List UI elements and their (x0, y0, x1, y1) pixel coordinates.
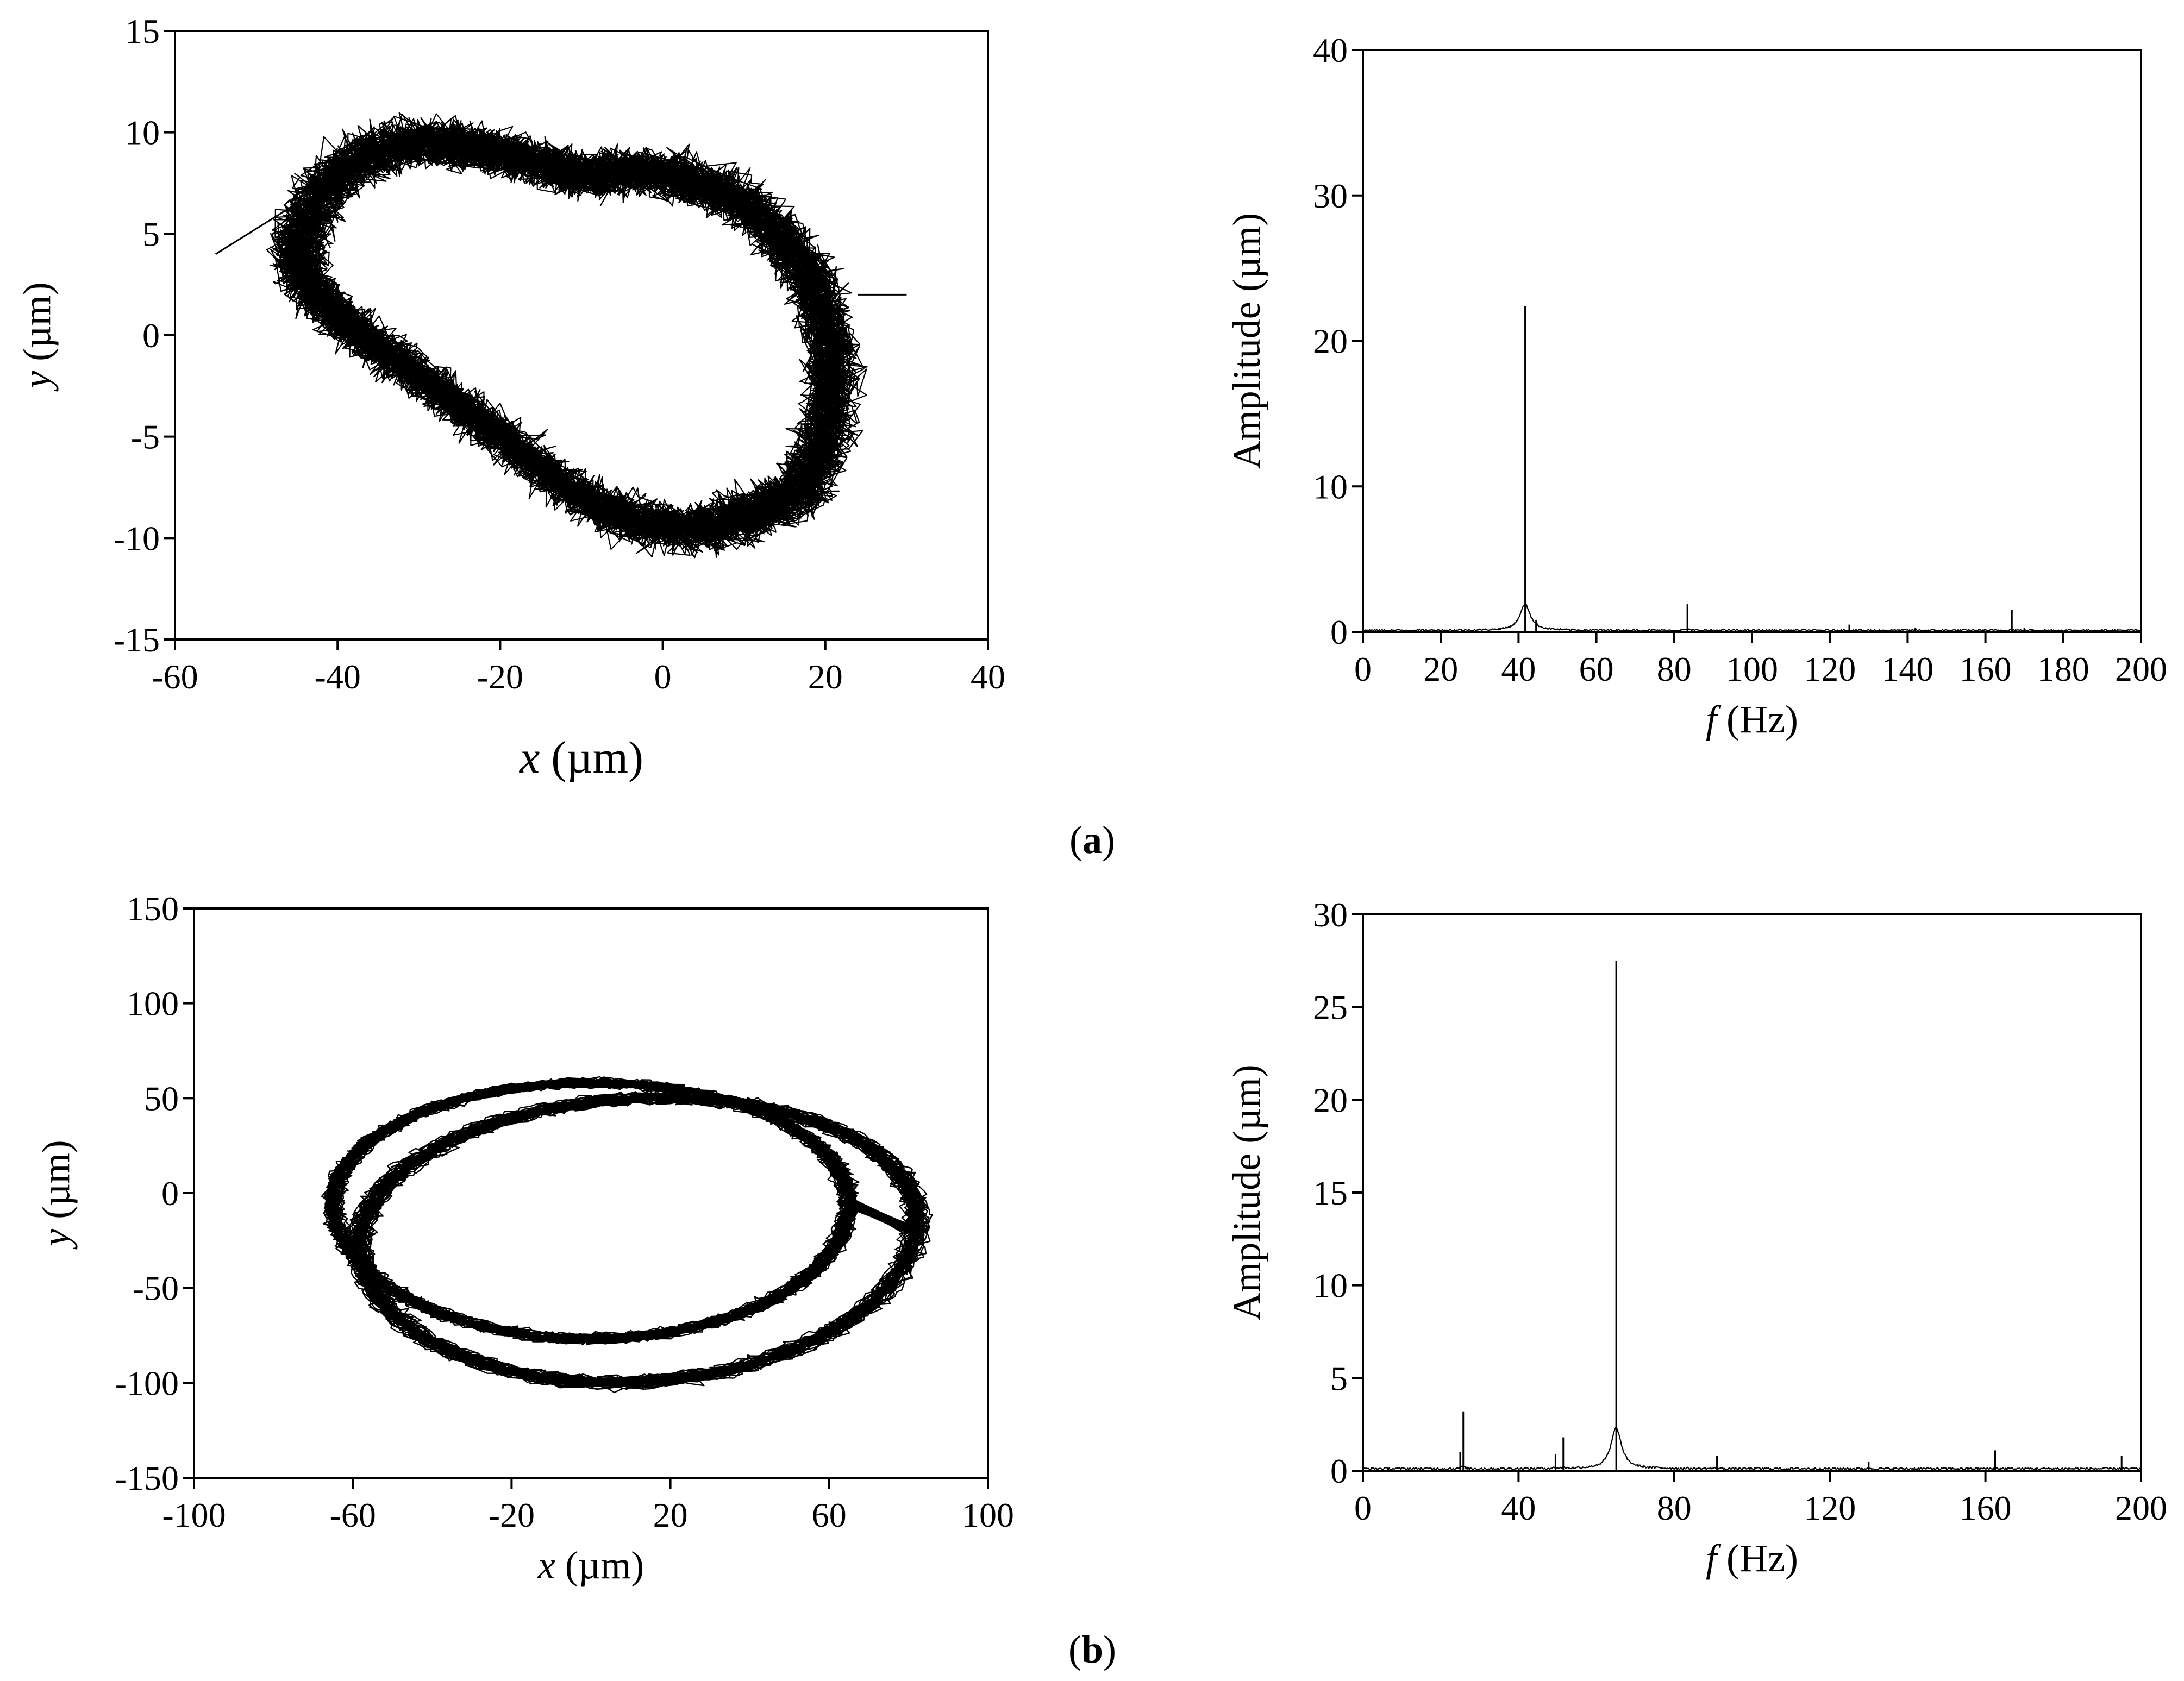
x-tick-label: 140 (1881, 650, 1933, 688)
orbit-outlier (215, 203, 907, 296)
x-tick-label: -100 (162, 1496, 226, 1534)
x-tick-label: -40 (315, 657, 361, 696)
y-tick-label: 0 (161, 1174, 179, 1213)
x-axis-label-unit: (µm) (540, 732, 643, 783)
x-axis-label-var: x (537, 1544, 555, 1587)
x-axis-label: f (Hz) (1706, 1536, 1798, 1580)
x-tick-label: 100 (1726, 650, 1778, 688)
y-tick-label: 150 (127, 889, 179, 928)
y-tick-label: -150 (115, 1459, 179, 1497)
chart-b-spectrum: 0 40 80 120 160 200 0 5 10 15 20 25 30 f (Hz) Amplitud… (1225, 895, 2167, 1580)
y-tick-label: 10 (125, 114, 160, 152)
x-axis-label: x (µm) (537, 1544, 644, 1587)
y-tick-label: 5 (142, 215, 160, 253)
y-tick-label: 20 (1313, 322, 1348, 361)
y-tick-label: 20 (1313, 1081, 1348, 1119)
y-tick-label: -100 (115, 1364, 179, 1402)
x-tick-label: 200 (2115, 1489, 2167, 1527)
x-axis-label: f (Hz) (1706, 698, 1798, 741)
y-tick-label: 10 (1313, 1266, 1348, 1305)
x-tick-label: 160 (1960, 1489, 2012, 1527)
y-axis-label: y (µm) (34, 1140, 78, 1250)
y-axis-label: Amplitude (µm) (1225, 213, 1268, 469)
x-tick-label: 40 (1501, 1489, 1536, 1527)
y-tick-label: 40 (1313, 31, 1348, 70)
panel-letter-a: a (1082, 818, 1102, 862)
x-tick-label: -60 (152, 657, 198, 696)
panel-label-a: (a) (1069, 818, 1115, 862)
x-tick-label: 120 (1804, 1489, 1856, 1527)
panel-letter-b: b (1081, 1628, 1103, 1671)
y-axis-label: Amplitude (µm) (1225, 1064, 1268, 1320)
x-tick-label: 40 (1501, 650, 1536, 688)
x-tick-label: 20 (653, 1496, 688, 1534)
x-tick-label: 60 (1579, 650, 1614, 688)
y-tick-label: 15 (125, 12, 160, 51)
y-tick-label: -10 (114, 519, 160, 557)
x-tick-label: 80 (1657, 1489, 1692, 1527)
x-tick-label: 120 (1804, 650, 1856, 688)
x-axis-label-var: x (518, 732, 540, 783)
x-tick-label: 60 (812, 1496, 847, 1534)
x-tick-label: -20 (477, 657, 523, 696)
x-tick-label: 0 (1354, 650, 1372, 688)
x-tick-label: 100 (962, 1496, 1014, 1534)
x-tick-label: -60 (330, 1496, 376, 1534)
y-tick-label: 15 (1313, 1174, 1348, 1212)
x-tick-label: 20 (808, 657, 843, 696)
y-tick-label: -50 (133, 1269, 179, 1308)
y-axis-label: y (µm) (15, 282, 59, 392)
chart-a-orbit: -60 -40 -20 0 20 40 -15 -10 -5 0 5 10 15 x (µm) y (µm) (15, 12, 1005, 783)
orbit-trace (321, 1076, 933, 1394)
plot-frame (1362, 49, 2142, 633)
y-tick-label: 30 (1313, 177, 1348, 215)
plot-frame (193, 907, 989, 1479)
y-tick-label: -5 (131, 418, 160, 456)
spectrum-baseline (1362, 1427, 2142, 1471)
x-tick-label: 200 (2115, 650, 2167, 688)
y-tick-label: 0 (1330, 1452, 1348, 1490)
orbit-trace (266, 112, 868, 559)
plot-frame (174, 30, 989, 641)
panel-label-b: (b) (1068, 1628, 1116, 1671)
x-tick-label: 0 (1354, 1489, 1372, 1527)
y-tick-label: 10 (1313, 467, 1348, 506)
y-tick-label: 5 (1330, 1359, 1348, 1397)
spectrum-baseline (1362, 604, 2142, 632)
x-tick-label: 0 (654, 657, 672, 696)
plot-frame (1362, 913, 2142, 1472)
y-tick-label: -15 (114, 620, 160, 659)
x-axis-label: x (µm) (518, 732, 643, 783)
x-tick-label: 180 (2037, 650, 2089, 688)
x-tick-label: -20 (489, 1496, 535, 1534)
y-tick-label: 30 (1313, 895, 1348, 934)
y-tick-label: 50 (144, 1079, 179, 1118)
x-axis-label-unit: (µm) (555, 1544, 644, 1587)
x-axis-label-unit: (Hz) (1717, 1536, 1798, 1580)
chart-a-spectrum: 0 20 40 60 80 100 120 140 160 180 200 0 10 20 30 40 f (H… (1225, 31, 2167, 741)
x-axis-label-unit: (Hz) (1717, 698, 1798, 741)
y-tick-label: 100 (127, 984, 179, 1023)
y-tick-label: 0 (142, 316, 160, 355)
x-tick-label: 160 (1960, 650, 2012, 688)
x-tick-label: 80 (1657, 650, 1692, 688)
y-tick-label: 25 (1313, 988, 1348, 1027)
y-tick-label: 0 (1330, 613, 1348, 651)
x-tick-label: 20 (1423, 650, 1458, 688)
x-tick-label: 40 (971, 657, 1005, 696)
